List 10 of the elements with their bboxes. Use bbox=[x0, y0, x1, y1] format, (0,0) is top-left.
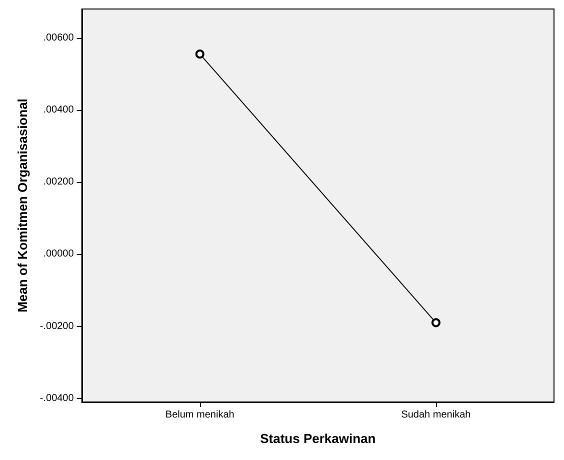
y-tick-label: -.00400 bbox=[40, 392, 74, 404]
y-axis-title: Mean of Komitmen Organisasional bbox=[15, 98, 30, 312]
x-tick-label: Sudah menikah bbox=[401, 410, 471, 420]
y-tick-label: .00400 bbox=[43, 104, 74, 116]
x-tick-label: Belum menikah bbox=[165, 410, 234, 420]
x-axis-title: Status Perkawinan bbox=[260, 431, 376, 446]
y-tick-label: .00000 bbox=[43, 248, 74, 260]
y-tick-label: .00600 bbox=[43, 32, 74, 44]
y-tick-label: .00200 bbox=[43, 176, 74, 188]
y-tick-label: -.00200 bbox=[40, 320, 74, 332]
